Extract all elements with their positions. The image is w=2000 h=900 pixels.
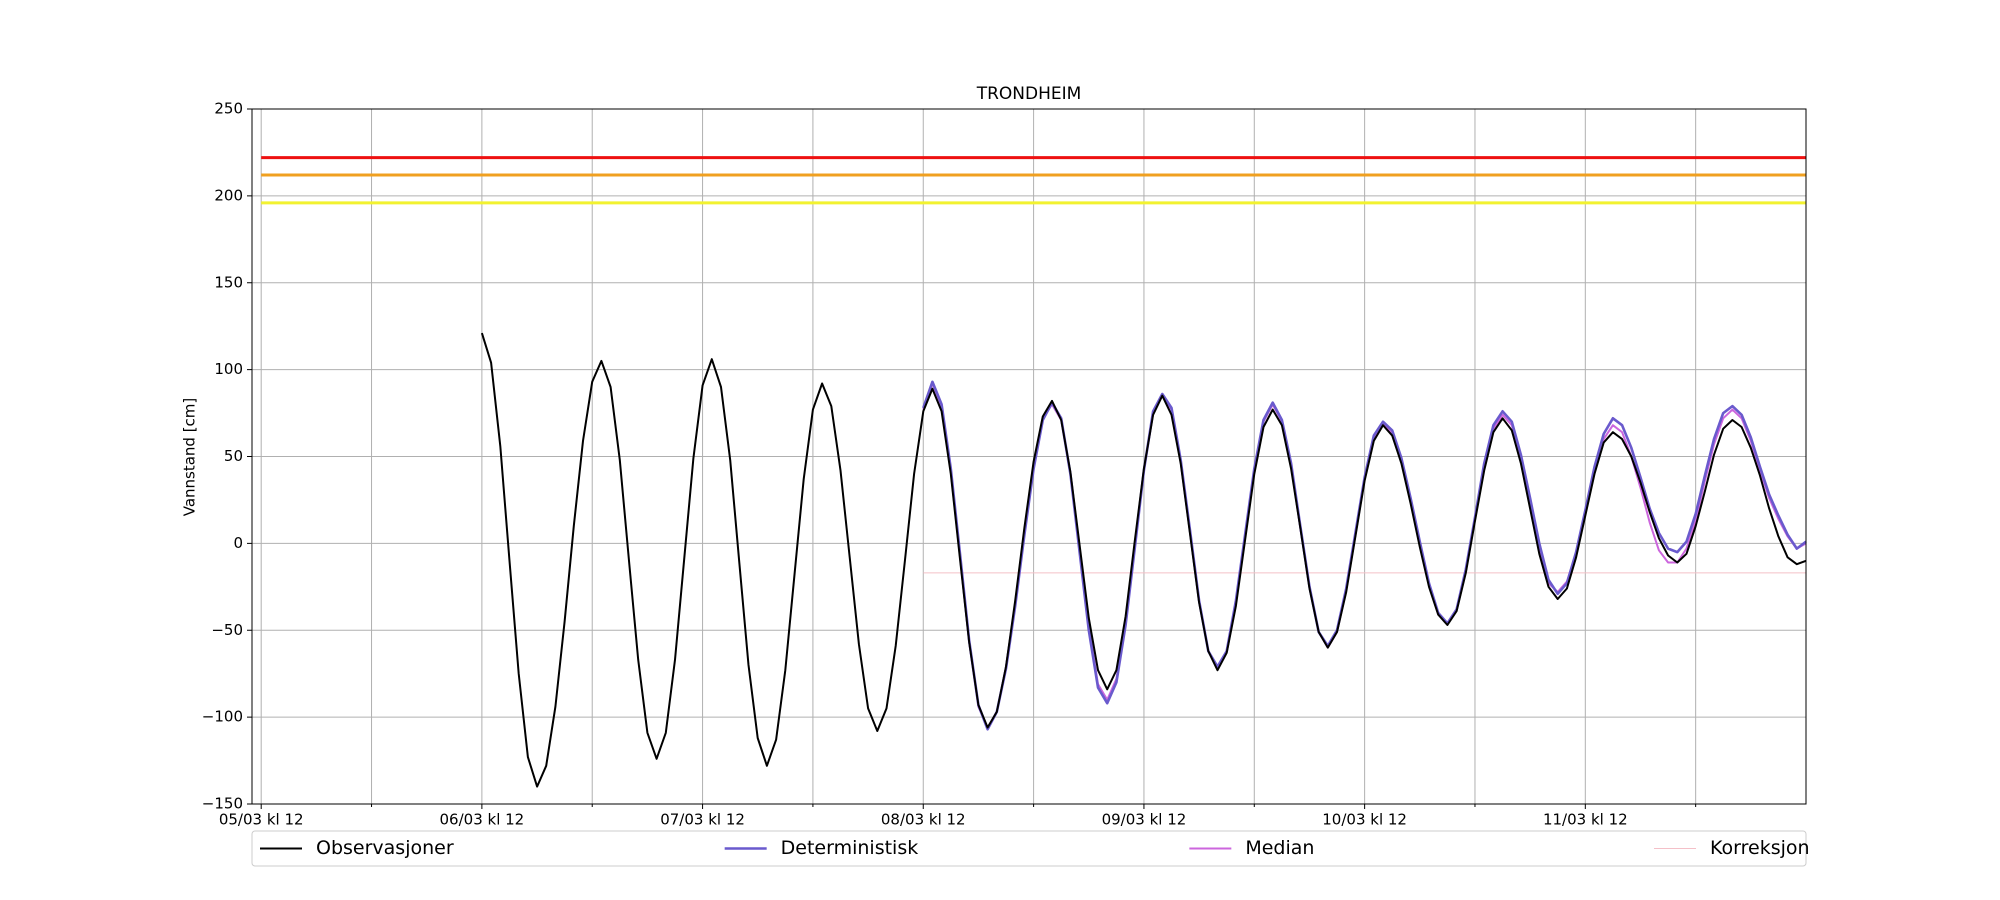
y-tick-label: −150 bbox=[202, 795, 243, 813]
legend-label: Korreksjon bbox=[1710, 837, 1810, 859]
x-tick-label: 06/03 kl 12 bbox=[440, 811, 525, 829]
x-tick-label: 05/03 kl 12 bbox=[219, 811, 304, 829]
legend-label: Deterministisk bbox=[781, 837, 919, 859]
x-tick-label: 07/03 kl 12 bbox=[660, 811, 745, 829]
y-tick-label: 100 bbox=[214, 360, 243, 378]
x-tick-label: 10/03 kl 12 bbox=[1322, 811, 1407, 829]
series-line bbox=[480, 332, 1807, 788]
x-tick-label: 09/03 kl 12 bbox=[1102, 811, 1187, 829]
y-tick-label: −50 bbox=[211, 621, 243, 639]
y-tick-label: 200 bbox=[214, 186, 243, 204]
y-tick-label: 0 bbox=[233, 534, 243, 552]
x-tick-label: 11/03 kl 12 bbox=[1543, 811, 1628, 829]
chart-title: TRONDHEIM bbox=[976, 84, 1082, 104]
legend-box bbox=[251, 830, 1807, 867]
plot-frame bbox=[251, 108, 1807, 805]
y-tick-label: 150 bbox=[214, 273, 243, 291]
y-tick-label: 50 bbox=[224, 447, 243, 465]
y-tick-label: −100 bbox=[202, 708, 243, 726]
x-tick-label: 08/03 kl 12 bbox=[881, 811, 966, 829]
y-axis-label: Vannstand [cm] bbox=[181, 398, 199, 517]
y-tick-label: 250 bbox=[214, 100, 243, 118]
legend-label: Observasjoner bbox=[316, 837, 454, 859]
legend-label: Median bbox=[1245, 837, 1314, 859]
